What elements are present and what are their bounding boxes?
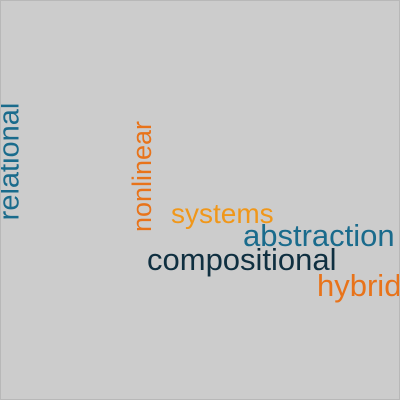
word-systems: systems xyxy=(171,198,274,229)
word-hybrid: hybrid xyxy=(317,268,400,303)
word-compositional: compositional xyxy=(147,242,337,277)
word-nonlinear: nonlinear xyxy=(127,120,158,233)
word-abstraction: abstraction xyxy=(243,218,395,253)
word-relational: relational xyxy=(0,102,26,221)
